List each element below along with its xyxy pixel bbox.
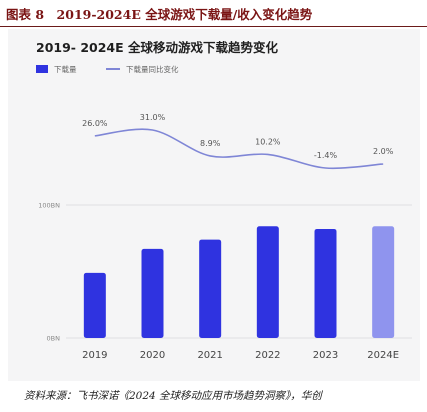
x-tick-label: 2021 <box>197 350 222 361</box>
legend-item-yoy: 下载量同比变化 <box>106 62 179 76</box>
yoy-data-label: 31.0% <box>140 113 166 122</box>
bar-2021 <box>199 239 222 338</box>
figure-header: 图表 8 2019-2024E 全球游戏下载量/收入变化趋势 <box>0 0 427 27</box>
yoy-data-label: -1.4% <box>314 151 338 160</box>
bar-2022 <box>256 226 279 338</box>
legend-item-downloads: 下载量 <box>36 62 77 76</box>
legend-bar-swatch <box>36 65 48 73</box>
x-tick-label: 2023 <box>313 350 338 361</box>
x-tick-label: 2022 <box>255 350 280 361</box>
y-tick-label: 0BN <box>47 335 61 343</box>
legend-label-downloads: 下载量 <box>54 64 77 74</box>
yoy-data-label: 26.0% <box>82 119 108 128</box>
y-tick-label: 100BN <box>38 202 60 210</box>
x-tick-label: 2020 <box>140 350 165 361</box>
x-tick-label: 2019 <box>82 350 107 361</box>
legend-line-swatch <box>106 68 120 70</box>
legend-label-yoy: 下载量同比变化 <box>126 64 179 74</box>
yoy-change-line <box>94 128 384 170</box>
chart-title: 2019- 2024E 全球移动游戏下载趋势变化 <box>36 40 279 55</box>
yoy-data-label: 10.2% <box>255 137 281 146</box>
source-note: 资料来源：飞书深诺《2024 全球移动应用市场趋势洞察》，华创 <box>24 390 322 402</box>
bar-2024E <box>372 226 395 338</box>
bar-2020 <box>141 248 164 338</box>
bar-2019 <box>83 272 106 338</box>
bar-2023 <box>314 228 337 338</box>
figure-caption: 图表 8 2019-2024E 全球游戏下载量/收入变化趋势 <box>6 7 313 22</box>
yoy-data-label: 8.9% <box>200 139 221 148</box>
yoy-data-label: 2.0% <box>373 147 394 156</box>
x-tick-label: 2024E <box>367 350 399 361</box>
